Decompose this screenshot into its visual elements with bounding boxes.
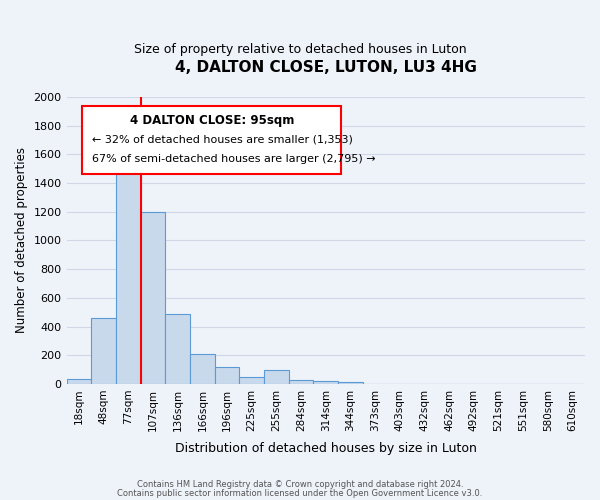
- Bar: [165, 314, 190, 384]
- Text: 67% of semi-detached houses are larger (2,795) →: 67% of semi-detached houses are larger (…: [92, 154, 376, 164]
- Bar: [215, 366, 239, 384]
- Text: Contains HM Land Registry data © Crown copyright and database right 2024.: Contains HM Land Registry data © Crown c…: [137, 480, 463, 489]
- Bar: [338, 382, 363, 384]
- Text: Size of property relative to detached houses in Luton: Size of property relative to detached ho…: [134, 42, 466, 56]
- Bar: [239, 376, 264, 384]
- Bar: [140, 212, 165, 384]
- Title: 4, DALTON CLOSE, LUTON, LU3 4HG: 4, DALTON CLOSE, LUTON, LU3 4HG: [175, 60, 477, 75]
- Bar: [289, 380, 313, 384]
- FancyBboxPatch shape: [82, 106, 341, 174]
- Text: ← 32% of detached houses are smaller (1,353): ← 32% of detached houses are smaller (1,…: [92, 134, 353, 144]
- X-axis label: Distribution of detached houses by size in Luton: Distribution of detached houses by size …: [175, 442, 477, 455]
- Y-axis label: Number of detached properties: Number of detached properties: [15, 148, 28, 334]
- Text: Contains public sector information licensed under the Open Government Licence v3: Contains public sector information licen…: [118, 488, 482, 498]
- Bar: [313, 381, 338, 384]
- Bar: [264, 370, 289, 384]
- Bar: [116, 154, 140, 384]
- Bar: [91, 318, 116, 384]
- Text: 4 DALTON CLOSE: 95sqm: 4 DALTON CLOSE: 95sqm: [130, 114, 294, 127]
- Bar: [190, 354, 215, 384]
- Bar: [67, 379, 91, 384]
